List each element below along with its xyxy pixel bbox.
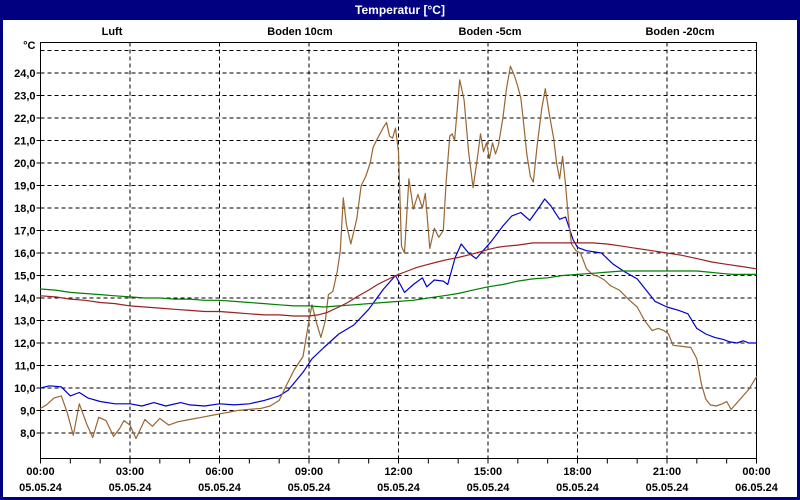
y-tick-label: 9,0	[20, 406, 35, 418]
y-tick-label: 18,0	[14, 203, 35, 215]
y-tick-label: 22,0	[14, 113, 35, 125]
x-tick-time-label: 15:00	[474, 466, 502, 478]
x-tick-time-label: 21:00	[653, 466, 681, 478]
x-tick-date-label: 05.05.24	[646, 482, 690, 494]
x-tick-time-label: 18:00	[563, 466, 591, 478]
window-title: Temperatur [°C]	[355, 3, 445, 17]
x-tick-time-label: 09:00	[295, 466, 323, 478]
y-tick-label: 14,0	[14, 293, 35, 305]
y-tick-label: 13,0	[14, 316, 35, 328]
x-tick-time-label: 03:00	[116, 466, 144, 478]
x-tick-date-label: 05.05.24	[198, 482, 242, 494]
legend-item-luft: Luft	[102, 26, 123, 38]
title-bar: Temperatur [°C]	[0, 0, 800, 20]
x-tick-date-label: 05.05.24	[19, 482, 63, 494]
y-tick-label: 19,0	[14, 181, 35, 193]
x-tick-date-label: 05.05.24	[467, 482, 511, 494]
series-line-boden-5cm	[39, 242, 758, 317]
series-line-boden-10cm	[39, 65, 758, 440]
x-tick-time-label: 06:00	[205, 466, 233, 478]
x-tick-time-label: 00:00	[742, 466, 770, 478]
legend-item-boden-5cm: Boden -5cm	[459, 26, 522, 38]
y-tick-label: 11,0	[15, 361, 36, 373]
series-line-luft	[39, 198, 758, 407]
y-tick-label: 17,0	[14, 226, 35, 238]
x-tick-time-label: 12:00	[384, 466, 412, 478]
y-tick-label: 21,0	[14, 136, 35, 148]
x-tick-date-label: 06.05.24	[735, 482, 779, 494]
chart-content-area: Luft Boden 10cm Boden -5cm Boden -20cm 8,0 9,…	[3, 20, 797, 497]
legend-item-boden-10cm: Boden 10cm	[267, 26, 333, 38]
x-tick-date-label: 05.05.24	[288, 482, 332, 494]
y-axis-unit-label: °C	[23, 40, 35, 52]
y-tick-label: 10,0	[14, 383, 35, 395]
y-tick-label: 20,0	[14, 158, 35, 170]
x-tick-date-label: 05.05.24	[109, 482, 153, 494]
y-tick-label: 12,0	[14, 338, 35, 350]
y-tick-label: 8,0	[20, 428, 35, 440]
y-tick-label: 23,0	[14, 91, 35, 103]
series-line-boden-20cm	[39, 270, 758, 308]
x-tick-date-label: 05.05.24	[377, 482, 421, 494]
y-tick-label: 24,0	[14, 68, 35, 80]
x-tick-time-label: 00:00	[26, 466, 54, 478]
legend-item-boden-20cm: Boden -20cm	[645, 26, 714, 38]
temperature-chart: Luft Boden 10cm Boden -5cm Boden -20cm 8,0 9,…	[14, 26, 779, 494]
y-tick-label: 16,0	[14, 248, 35, 260]
y-tick-label: 15,0	[14, 271, 35, 283]
x-tick-date-label: 05.05.24	[556, 482, 600, 494]
